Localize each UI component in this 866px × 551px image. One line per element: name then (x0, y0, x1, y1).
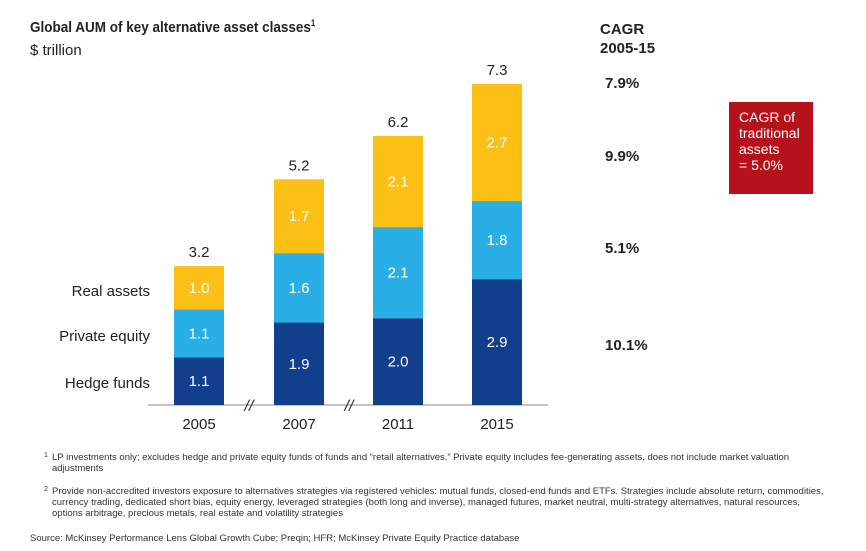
bar-private-equity-2005 (174, 309, 224, 358)
series-label-hedge-funds: Hedge funds (65, 375, 150, 392)
total-label-2015: 7.3 (487, 62, 508, 79)
bar-hedge-funds-2005 (174, 357, 224, 405)
data-label-real-assets-2007: 1.7 (289, 208, 310, 225)
series-label-real-assets: Real assets (72, 283, 150, 300)
axis-break-mark-1: // (244, 398, 255, 415)
x-tick-label-2011: 2011 (382, 416, 414, 433)
traditional-box-line1: CAGR of (739, 109, 796, 125)
total-label-2011: 6.2 (388, 114, 409, 131)
data-label-hedge-funds-2015: 2.9 (487, 334, 508, 351)
x-tick-label-2015: 2015 (480, 416, 513, 433)
footnote-2: 2 Provide non-accredited investors exposu… (44, 486, 824, 519)
source-note: Source: McKinsey Performance Lens Global… (30, 533, 520, 544)
data-label-private-equity-2007: 1.6 (289, 280, 310, 297)
data-label-private-equity-2015: 1.8 (487, 232, 508, 249)
cagr-real-assets: 9.9% (605, 148, 640, 165)
data-label-private-equity-2011: 2.1 (388, 265, 409, 282)
data-label-hedge-funds-2011: 2.0 (388, 354, 409, 371)
x-tick-label-2005: 2005 (182, 416, 215, 433)
series-label-private-equity: Private equity (59, 328, 150, 345)
bar-hedge-funds-2011 (373, 318, 423, 405)
traditional-assets-cagr-box: CAGR of traditional assets = 5.0% (729, 102, 813, 194)
data-label-real-assets-2005: 1.0 (189, 280, 210, 297)
bar-private-equity-2011 (373, 227, 423, 319)
data-label-hedge-funds-2005: 1.1 (189, 373, 210, 390)
total-label-2007: 5.2 (289, 157, 310, 174)
bar-private-equity-2015 (472, 201, 522, 280)
cagr-heading-line1: CAGR (600, 21, 645, 38)
bar-real-assets-2005 (174, 266, 224, 310)
cagr-private-equity: 5.1% (605, 240, 640, 257)
traditional-box-line2: traditional (739, 125, 800, 141)
data-label-real-assets-2011: 2.1 (388, 173, 409, 190)
bar-real-assets-2007 (274, 179, 324, 254)
bar-hedge-funds-2015 (472, 279, 522, 405)
axis-break-mark-2: // (344, 398, 355, 415)
cagr-hedge-funds: 10.1% (605, 337, 648, 354)
data-label-real-assets-2015: 2.7 (487, 134, 508, 151)
chart-subtitle: $ trillion (30, 42, 82, 59)
cagr-heading: CAGR 2005-15 (600, 20, 655, 58)
traditional-box-line4: = 5.0% (739, 157, 783, 173)
bar-private-equity-2007 (274, 253, 324, 323)
data-label-private-equity-2005: 1.1 (189, 325, 210, 342)
bar-real-assets-2011 (373, 135, 423, 228)
x-tick-label-2007: 2007 (282, 416, 315, 433)
bar-hedge-funds-2007 (274, 322, 324, 405)
cagr-heading-line2: 2005-15 (600, 40, 656, 57)
cagr-total: 7.9% (605, 75, 640, 92)
traditional-box-line3: assets (739, 141, 780, 157)
footnote-1: 1 LP investments only; excludes hedge and… (44, 452, 790, 474)
total-label-2005: 3.2 (189, 244, 210, 261)
bar-real-assets-2015 (472, 83, 522, 202)
data-label-hedge-funds-2007: 1.9 (289, 356, 310, 373)
chart-title: Global AUM of key alternative asset clas… (30, 18, 316, 36)
